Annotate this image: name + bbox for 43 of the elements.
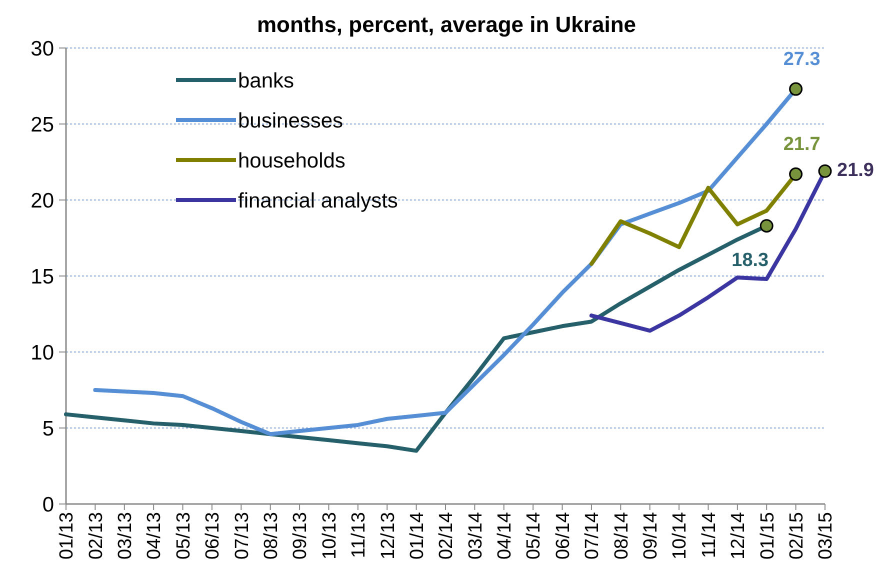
legend-label: financial analysts bbox=[238, 189, 398, 212]
y-tick-label: 5 bbox=[42, 417, 54, 440]
data-label: 27.3 bbox=[783, 49, 820, 70]
x-tick-label: 07/14 bbox=[582, 512, 604, 560]
x-tick-label: 03/13 bbox=[115, 512, 136, 560]
x-tick-label: 05/13 bbox=[173, 512, 194, 560]
y-tick-label: 15 bbox=[30, 265, 54, 288]
x-tick-label: 11/14 bbox=[698, 512, 720, 558]
y-tick-label: 30 bbox=[30, 37, 54, 60]
x-tick-label: 02/15 bbox=[786, 512, 808, 560]
x-tick-label: 02/14 bbox=[436, 512, 458, 560]
x-tick-label: 12/14 bbox=[728, 512, 750, 560]
x-tick-label: 12/13 bbox=[378, 512, 399, 560]
x-tick-label: 02/13 bbox=[86, 512, 107, 560]
x-tick-label: 06/14 bbox=[552, 512, 574, 560]
x-tick-label: 10/14 bbox=[670, 512, 691, 560]
data-label: 18.3 bbox=[732, 250, 769, 271]
data-label: 21.9 bbox=[837, 160, 874, 182]
x-tick-label: 06/13 bbox=[202, 512, 224, 560]
x-tick-label: 01/14 bbox=[406, 512, 428, 560]
legend-label: businesses bbox=[238, 109, 344, 132]
x-tick-label: 01/13 bbox=[56, 512, 78, 560]
x-tick-label: 08/14 bbox=[611, 512, 632, 560]
data-label: 21.7 bbox=[783, 134, 820, 156]
x-tick-label: 04/14 bbox=[494, 512, 516, 560]
y-tick-label: 0 bbox=[42, 493, 54, 516]
y-tick-label: 10 bbox=[30, 341, 54, 364]
x-tick-label: 11/13 bbox=[348, 512, 370, 558]
x-tick-label: 01/15 bbox=[757, 512, 778, 560]
x-tick-label: 08/13 bbox=[260, 512, 282, 560]
chart-title: months, percent, average in Ukraine bbox=[256, 12, 636, 37]
x-tick-label: 03/14 bbox=[465, 512, 486, 560]
legend-label: households bbox=[238, 149, 346, 172]
x-tick-label: 07/13 bbox=[232, 512, 253, 560]
x-tick-label: 03/15 bbox=[816, 512, 837, 560]
x-tick-label: 09/14 bbox=[640, 512, 662, 560]
legend-label: banks bbox=[238, 69, 294, 92]
x-tick-label: 10/13 bbox=[319, 512, 340, 560]
x-tick-label: 09/13 bbox=[290, 512, 312, 560]
x-tick-label: 05/14 bbox=[524, 512, 545, 560]
y-tick-label: 25 bbox=[30, 113, 54, 136]
y-tick-label: 20 bbox=[30, 189, 54, 212]
x-tick-label: 04/13 bbox=[144, 512, 166, 560]
